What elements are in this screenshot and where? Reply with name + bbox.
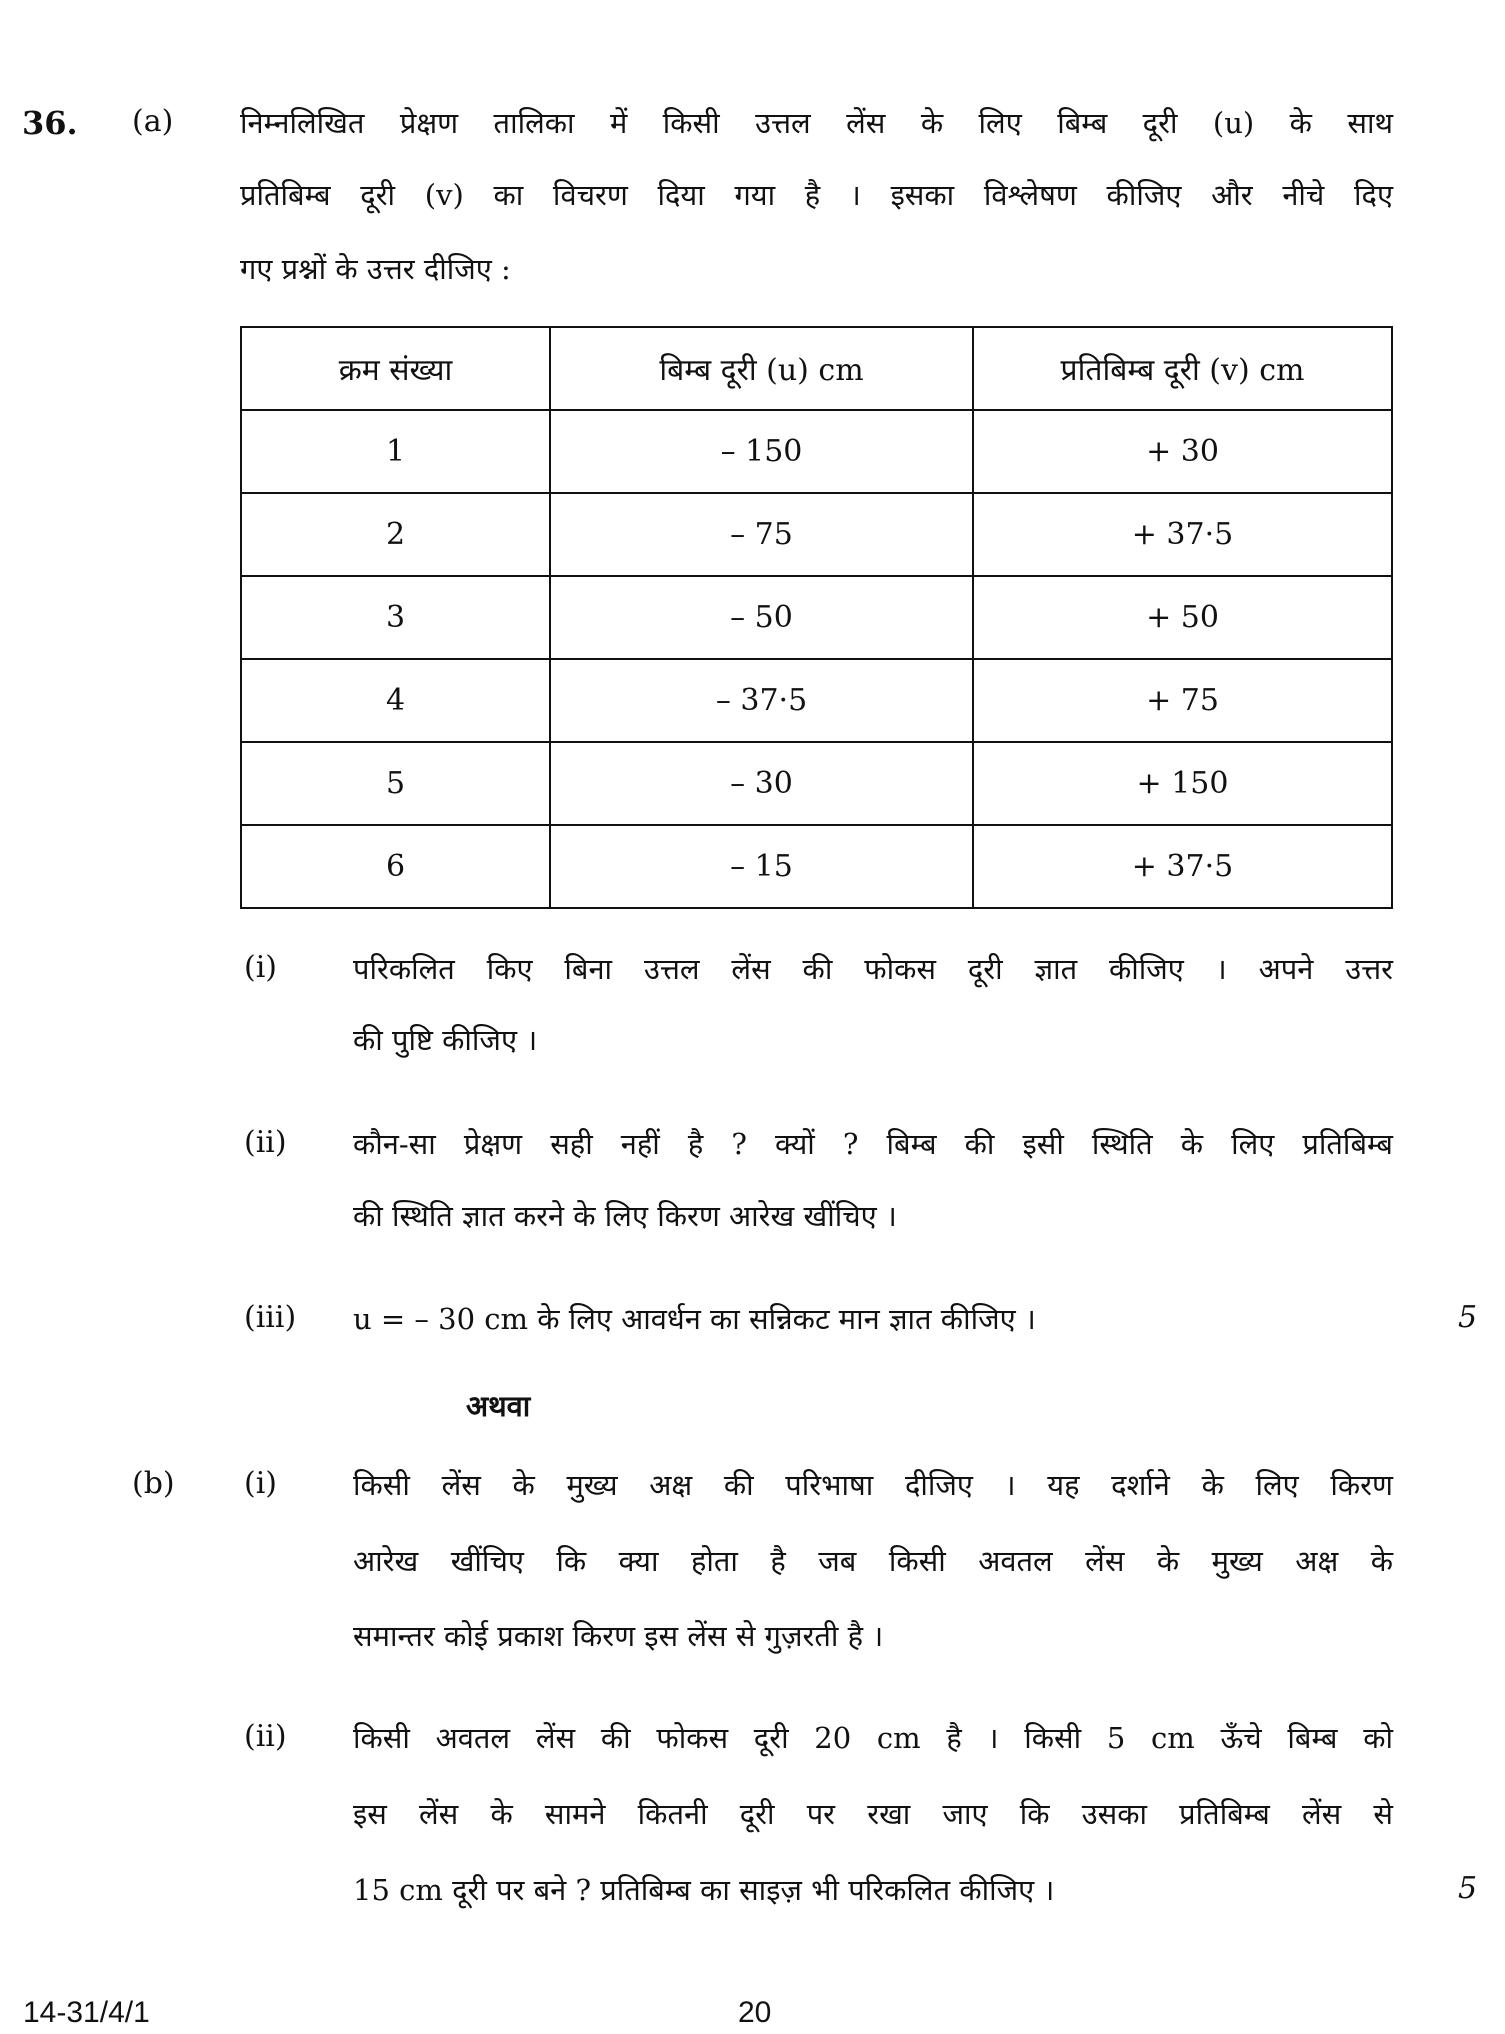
subpart-a-ii-label: (ii) <box>244 1125 287 1160</box>
subpart-b-i-label: (i) <box>244 1466 278 1501</box>
header-image-distance: प्रतिबिम्ब दूरी (v) cm <box>972 326 1393 411</box>
table-row: 3– 50 + 50 <box>240 575 1393 660</box>
cell-serial: 5 <box>240 741 551 826</box>
cell-v: + 37·5 <box>972 824 1393 909</box>
subpart-b-i-line-1: किसी लेंस के मुख्य अक्ष की परिभाषा दीजिए… <box>353 1468 1393 1502</box>
subpart-b-i-line-2: आरेख खींचिए कि क्या होता है जब किसी अवतल… <box>353 1544 1393 1578</box>
header-object-distance: बिम्ब दूरी (u) cm <box>549 326 974 411</box>
cell-v: + 150 <box>972 741 1393 826</box>
subpart-b-ii-line-2: इस लेंस के सामने कितनी दूरी पर रखा जाए क… <box>353 1797 1393 1831</box>
cell-v: + 30 <box>972 409 1393 494</box>
or-label: अथवा <box>466 1389 531 1423</box>
paper-code: 14-31/4/1 <box>23 1996 150 2029</box>
subpart-b-ii-line-1: किसी अवतल लेंस की फोकस दूरी 20 cm है । क… <box>353 1721 1393 1755</box>
intro-line-1: निम्नलिखित प्रेक्षण तालिका में किसी उत्त… <box>240 106 1393 140</box>
table-row: 5– 30 + 150 <box>240 741 1393 826</box>
table-row: 4– 37·5 + 75 <box>240 658 1393 743</box>
cell-serial: 1 <box>240 409 551 494</box>
subpart-a-ii-line-2: की स्थिति ज्ञात करने के लिए किरण आरेख खी… <box>353 1199 897 1233</box>
cell-u: – 50 <box>549 575 974 660</box>
subpart-a-ii-line-1: कौन-सा प्रेक्षण सही नहीं है ? क्यों ? बि… <box>353 1127 1393 1161</box>
cell-u: – 75 <box>549 492 974 577</box>
cell-v: + 75 <box>972 658 1393 743</box>
question-number: 36. <box>22 104 78 142</box>
subpart-a-i-line-1: परिकलित किए बिना उत्तल लेंस की फोकस दूरी… <box>353 952 1393 986</box>
cell-u: – 37·5 <box>549 658 974 743</box>
subpart-a-iii-line-1: u = – 30 cm के लिए आवर्धन का सन्निकट मान… <box>353 1302 1036 1336</box>
subpart-a-iii-label: (iii) <box>244 1300 297 1335</box>
table-header-row: क्रम संख्या बिम्ब दूरी (u) cm प्रतिबिम्ब… <box>240 326 1393 411</box>
subpart-b-ii-label: (ii) <box>244 1719 287 1754</box>
part-b-label: (b) <box>132 1466 175 1501</box>
intro-line-3: गए प्रश्नों के उत्तर दीजिए : <box>240 252 511 286</box>
cell-v: + 37·5 <box>972 492 1393 577</box>
marks-a: 5 <box>1458 1300 1478 1335</box>
cell-serial: 6 <box>240 824 551 909</box>
cell-serial: 3 <box>240 575 551 660</box>
cell-u: – 15 <box>549 824 974 909</box>
marks-b: 5 <box>1458 1871 1478 1906</box>
observation-table: क्रम संख्या बिम्ब दूरी (u) cm प्रतिबिम्ब… <box>240 326 1393 909</box>
subpart-b-i-line-3: समान्तर कोई प्रकाश किरण इस लेंस से गुज़र… <box>353 1619 884 1653</box>
table-row: 1– 150 + 30 <box>240 409 1393 494</box>
page-number: 20 <box>738 1996 772 2029</box>
table-row: 2– 75 + 37·5 <box>240 492 1393 577</box>
table-row: 6– 15 + 37·5 <box>240 824 1393 909</box>
cell-u: – 150 <box>549 409 974 494</box>
intro-line-2: प्रतिबिम्ब दूरी (v) का विचरण दिया गया है… <box>240 178 1393 212</box>
subpart-a-i-label: (i) <box>244 950 278 985</box>
cell-v: + 50 <box>972 575 1393 660</box>
subpart-a-i-line-2: की पुष्टि कीजिए । <box>353 1023 538 1057</box>
subpart-b-ii-line-3: 15 cm दूरी पर बने ? प्रतिबिम्ब का साइज़ … <box>353 1873 1055 1907</box>
header-serial: क्रम संख्या <box>240 326 551 411</box>
cell-serial: 4 <box>240 658 551 743</box>
cell-u: – 30 <box>549 741 974 826</box>
cell-serial: 2 <box>240 492 551 577</box>
part-a-label: (a) <box>132 104 174 139</box>
